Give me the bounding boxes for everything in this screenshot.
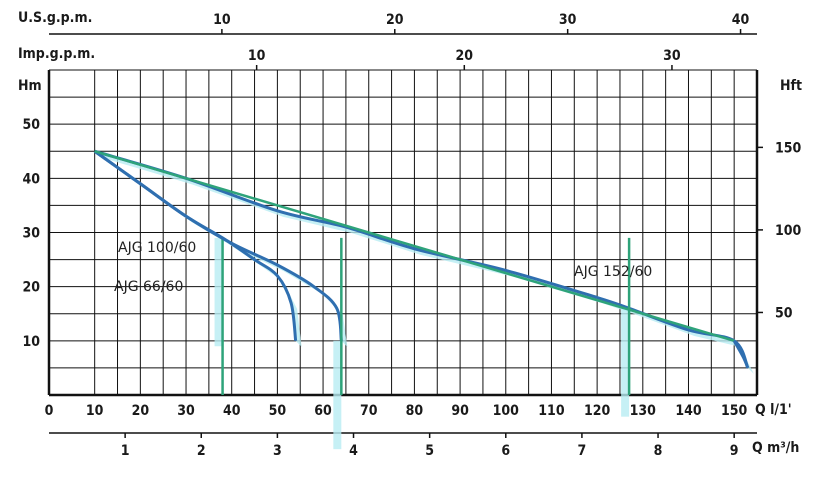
label-ajg-100-60: AJG 100/60 xyxy=(118,240,196,256)
q-lmin-tick-label: 40 xyxy=(223,403,241,419)
m3h-tick-label: 8 xyxy=(654,443,663,459)
usgpm-tick-label: 30 xyxy=(559,12,577,28)
usgpm-tick-label: 40 xyxy=(732,12,750,28)
m3h-tick-label: 3 xyxy=(273,443,282,459)
ajg-152-green-line xyxy=(94,150,735,343)
label-ajg-66-60: AJG 66/60 xyxy=(114,279,183,295)
fill-band-3 xyxy=(94,151,754,374)
hft-tick-label: 100 xyxy=(775,223,802,239)
series-line-3 xyxy=(94,149,750,369)
q-lmin-tick-label: 120 xyxy=(584,403,611,419)
q-lmin-tick-label: 30 xyxy=(177,403,195,419)
ajg-152-tail xyxy=(732,340,750,369)
m3h-tick-label: 4 xyxy=(349,443,358,459)
hm-tick-label: 20 xyxy=(22,280,40,296)
q-lmin-tick-label: 140 xyxy=(675,403,702,419)
q-lmin-tick-label: 130 xyxy=(630,403,657,419)
m3h-tick-label: 1 xyxy=(121,443,130,459)
q-lmin-tick-label: 80 xyxy=(406,403,424,419)
m3h-tick-label: 2 xyxy=(197,443,206,459)
fill-cutoff-1 xyxy=(214,237,223,347)
q-lmin-tick-label: 150 xyxy=(721,403,748,419)
m3h-tick-label: 6 xyxy=(501,443,510,459)
hm-tick-label: 50 xyxy=(22,117,40,133)
m3h-tick-label: 7 xyxy=(578,443,587,459)
usgpm-tick-label: 10 xyxy=(213,12,231,28)
label-ajg-152-60: AJG 152/60 xyxy=(574,264,652,280)
hm-tick-label: 30 xyxy=(22,226,40,242)
hft-tick-label: 50 xyxy=(775,305,793,321)
grid-lines xyxy=(47,29,763,438)
usgpm-tick-label: 20 xyxy=(386,12,404,28)
m3h-tick-label: 5 xyxy=(425,443,434,459)
usgpm-unit-label: U.S.g.p.m. xyxy=(18,10,92,26)
hm-unit-label: Hm xyxy=(18,78,42,94)
impgpm-tick-label: 10 xyxy=(248,48,266,64)
curve-lines xyxy=(93,149,750,395)
hm-tick-label: 10 xyxy=(22,334,40,350)
q-lmin-tick-label: 110 xyxy=(538,403,565,419)
q-m3h-unit-label: Q m³/h xyxy=(752,440,799,456)
q-lmin-unit-label: Q l/1' xyxy=(755,402,792,418)
q-lmin-tick-label: 70 xyxy=(360,403,378,419)
q-lmin-tick-label: 20 xyxy=(132,403,150,419)
impgpm-tick-label: 20 xyxy=(456,48,474,64)
q-lmin-tick-label: 60 xyxy=(314,403,332,419)
q-lmin-tick-label: 10 xyxy=(86,403,104,419)
hft-unit-label: Hft xyxy=(780,78,802,94)
q-lmin-tick-label: 0 xyxy=(45,403,54,419)
impgpm-unit-label: Imp.g.p.m. xyxy=(18,46,95,62)
q-lmin-tick-label: 50 xyxy=(269,403,287,419)
fill-cutoff-2 xyxy=(333,340,342,450)
q-lmin-tick-label: 100 xyxy=(493,403,520,419)
q-lmin-tick-label: 90 xyxy=(451,403,469,419)
hm-tick-label: 40 xyxy=(22,171,40,187)
fill-cutoff-3 xyxy=(621,308,630,417)
hft-tick-label: 150 xyxy=(775,140,802,156)
series-line-2 xyxy=(93,150,343,342)
impgpm-tick-label: 30 xyxy=(663,48,681,64)
m3h-tick-label: 9 xyxy=(730,443,739,459)
